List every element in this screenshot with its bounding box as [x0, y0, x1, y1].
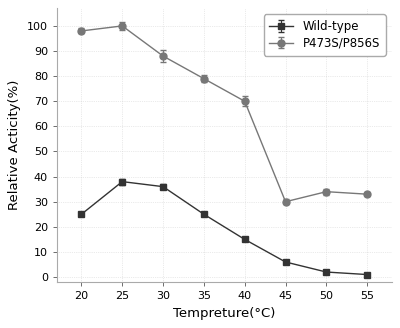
Legend: Wild-type, P473S/P856S: Wild-type, P473S/P856S	[264, 14, 386, 55]
X-axis label: Tempreture(°C): Tempreture(°C)	[173, 307, 276, 320]
Y-axis label: Relative Acticity(%): Relative Acticity(%)	[8, 80, 21, 210]
